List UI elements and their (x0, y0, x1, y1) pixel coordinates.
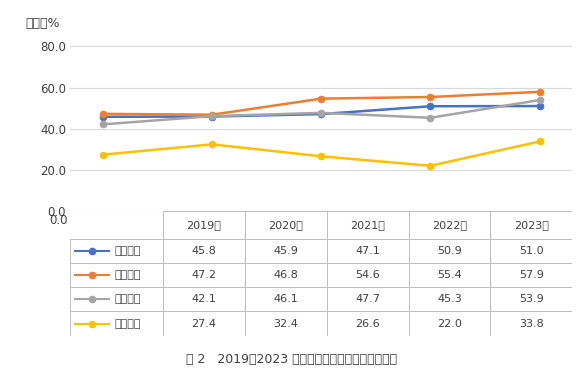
Text: 57.9: 57.9 (519, 270, 544, 280)
Bar (70, 238, 163, 263)
Text: 2022年: 2022年 (432, 220, 467, 230)
Bar (409, 287, 491, 311)
Bar (163, 311, 245, 336)
Bar (326, 263, 409, 287)
Text: 46.1: 46.1 (273, 294, 298, 304)
Text: 47.1: 47.1 (355, 246, 380, 256)
Text: 2021年: 2021年 (350, 220, 385, 230)
Bar (245, 211, 326, 238)
Bar (409, 211, 491, 238)
Text: 单位：%: 单位：% (25, 17, 60, 30)
Bar (491, 238, 572, 263)
Text: 22.0: 22.0 (437, 319, 462, 329)
Bar (491, 287, 572, 311)
Bar (245, 263, 326, 287)
Text: 图 2   2019～2023 年不同规模企业发明专利产业化: 图 2 2019～2023 年不同规模企业发明专利产业化 (186, 352, 398, 366)
Text: 33.8: 33.8 (519, 319, 544, 329)
Bar (245, 287, 326, 311)
Bar (245, 238, 326, 263)
Bar (326, 238, 409, 263)
Bar (409, 311, 491, 336)
Bar (163, 211, 245, 238)
Bar (163, 263, 245, 287)
Bar (326, 311, 409, 336)
Bar (163, 238, 245, 263)
Text: 42.1: 42.1 (192, 294, 216, 304)
Text: 2023年: 2023年 (514, 220, 549, 230)
Text: 27.4: 27.4 (192, 319, 217, 329)
Bar (491, 263, 572, 287)
Text: 32.4: 32.4 (273, 319, 298, 329)
Text: 50.9: 50.9 (437, 246, 462, 256)
Bar (70, 311, 163, 336)
Text: 47.7: 47.7 (355, 294, 380, 304)
Text: 微型企业: 微型企业 (114, 319, 141, 329)
Text: 53.9: 53.9 (519, 294, 544, 304)
Text: 大型企业: 大型企业 (114, 246, 141, 256)
Text: 中型企业: 中型企业 (114, 270, 141, 280)
Text: 55.4: 55.4 (437, 270, 462, 280)
Bar (163, 287, 245, 311)
Bar (491, 211, 572, 238)
Text: 2020年: 2020年 (269, 220, 303, 230)
Bar (491, 311, 572, 336)
Bar (409, 238, 491, 263)
Text: 46.8: 46.8 (273, 270, 298, 280)
Text: 2019年: 2019年 (186, 220, 221, 230)
Text: 45.3: 45.3 (437, 294, 462, 304)
Bar (70, 287, 163, 311)
Text: 47.2: 47.2 (192, 270, 217, 280)
Text: 54.6: 54.6 (355, 270, 380, 280)
Bar (326, 287, 409, 311)
Bar (70, 263, 163, 287)
Bar (245, 311, 326, 336)
Bar (326, 211, 409, 238)
Text: 45.9: 45.9 (273, 246, 298, 256)
Text: 51.0: 51.0 (519, 246, 544, 256)
Bar (409, 263, 491, 287)
Text: 26.6: 26.6 (355, 319, 380, 329)
Text: 小型企业: 小型企业 (114, 294, 141, 304)
Text: 0.0: 0.0 (49, 214, 68, 226)
Text: 45.8: 45.8 (192, 246, 216, 256)
